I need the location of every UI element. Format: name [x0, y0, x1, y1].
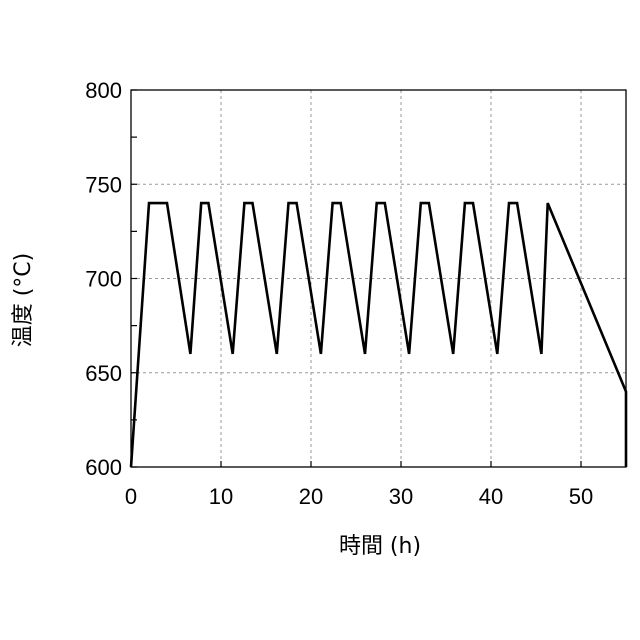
x-axis-title: 時間 (h) — [339, 534, 421, 559]
x-tick-label: 10 — [209, 484, 233, 509]
y-tick-label: 650 — [85, 361, 122, 386]
grid — [131, 90, 626, 467]
y-tick-label: 700 — [85, 267, 122, 292]
x-tick-label: 20 — [299, 484, 323, 509]
x-tick-label: 30 — [389, 484, 413, 509]
y-tick-label: 750 — [85, 172, 122, 197]
series-line — [129, 201, 628, 468]
x-tick-label: 50 — [569, 484, 593, 509]
x-tick-label: 40 — [479, 484, 503, 509]
ticks: 600 650 700 750 800 0 10 20 30 40 50 — [85, 78, 593, 509]
x-tick-label: 0 — [125, 484, 137, 509]
y-axis-title: 温度 (°C) — [11, 253, 36, 348]
y-tick-label: 800 — [85, 78, 122, 103]
series-layer — [129, 201, 628, 468]
y-tick-label: 600 — [85, 455, 122, 480]
